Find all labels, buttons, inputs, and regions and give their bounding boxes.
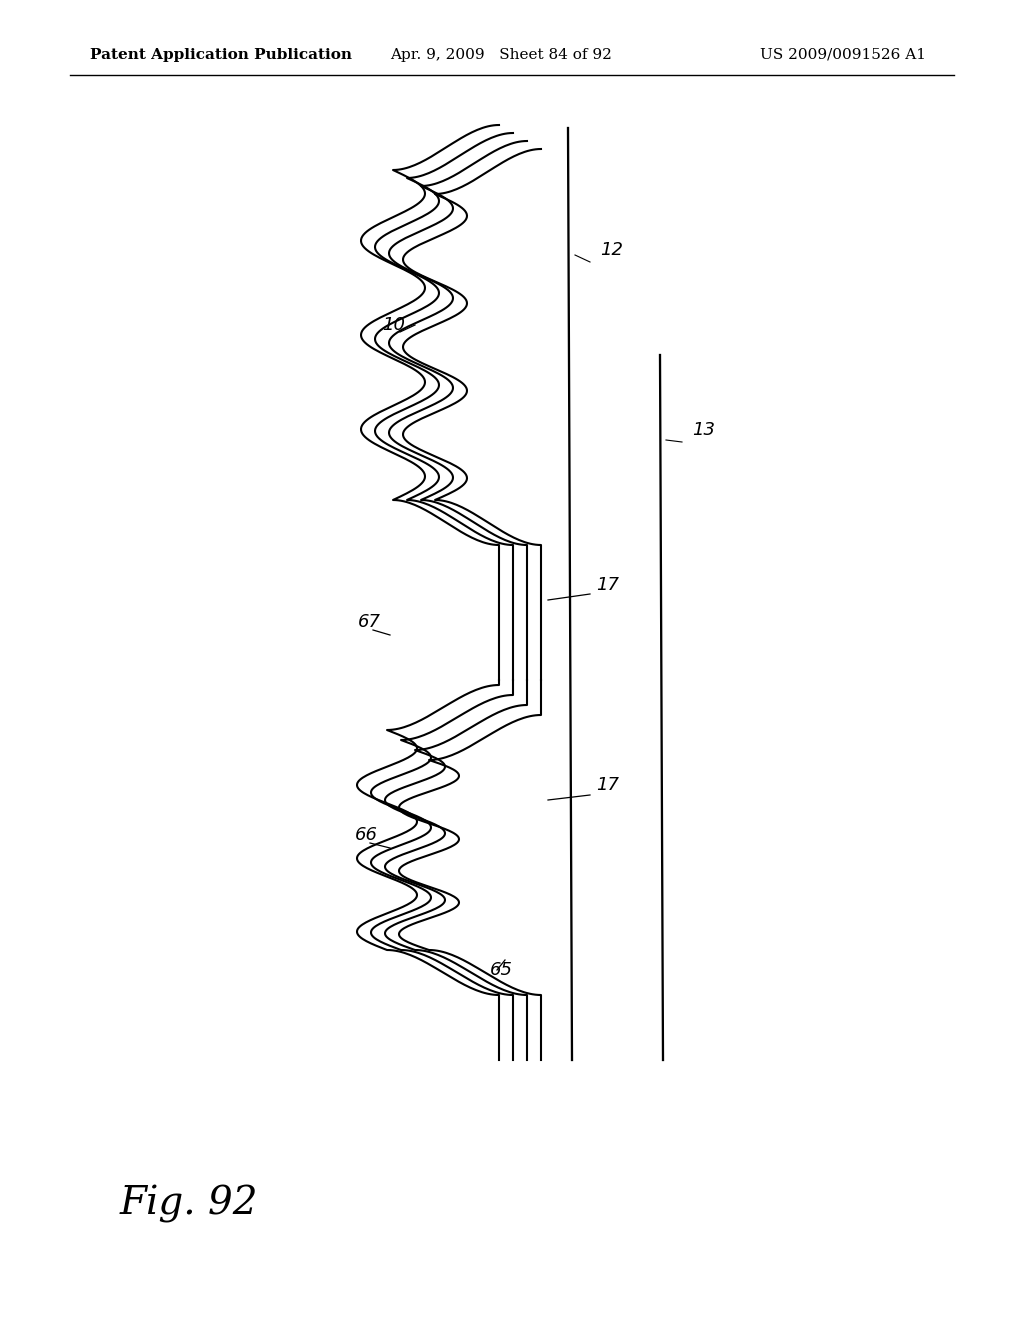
Text: 66: 66 xyxy=(355,826,378,843)
Text: 17: 17 xyxy=(596,576,618,594)
Text: Fig. 92: Fig. 92 xyxy=(120,1185,258,1224)
Text: US 2009/0091526 A1: US 2009/0091526 A1 xyxy=(760,48,926,62)
Text: Patent Application Publication: Patent Application Publication xyxy=(90,48,352,62)
Text: 67: 67 xyxy=(358,612,381,631)
Text: 13: 13 xyxy=(692,421,715,440)
Text: 10: 10 xyxy=(382,315,406,334)
Text: 12: 12 xyxy=(600,242,623,259)
Text: 65: 65 xyxy=(490,961,513,979)
Text: 17: 17 xyxy=(596,776,618,795)
Text: Apr. 9, 2009   Sheet 84 of 92: Apr. 9, 2009 Sheet 84 of 92 xyxy=(390,48,612,62)
